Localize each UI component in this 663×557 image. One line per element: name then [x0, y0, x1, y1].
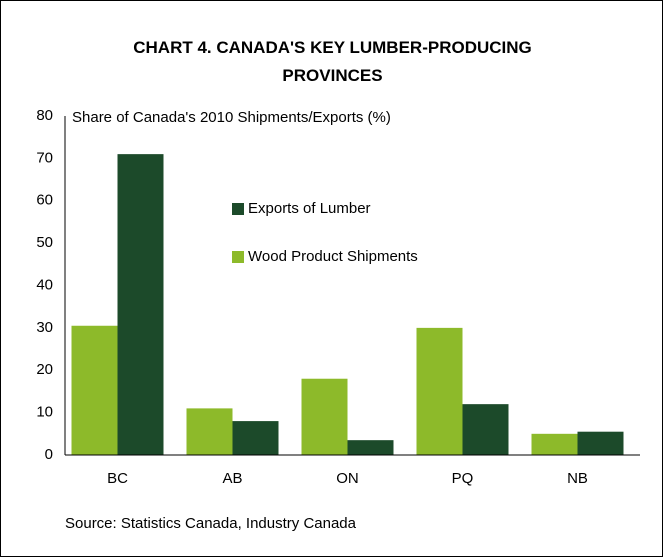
bar [186, 408, 233, 455]
legend-label: Wood Product Shipments [248, 248, 418, 265]
y-tick-label: 70 [36, 149, 53, 166]
bar [462, 404, 509, 455]
y-tick-label: 20 [36, 361, 53, 378]
legend-label: Exports of Lumber [248, 200, 371, 217]
bar [232, 421, 279, 455]
bar [347, 440, 394, 455]
bar [531, 433, 578, 455]
y-tick-label: 80 [36, 107, 53, 124]
y-tick-label: 60 [36, 192, 53, 209]
y-tick-label: 10 [36, 404, 53, 421]
legend-swatch [232, 251, 244, 263]
x-tick-label: PQ [452, 470, 474, 487]
x-tick-label: BC [107, 470, 128, 487]
bar [301, 378, 348, 455]
source-note: Source: Statistics Canada, Industry Cana… [65, 515, 357, 532]
y-tick-label: 30 [36, 319, 53, 336]
bar [416, 327, 463, 455]
legend-swatch [232, 203, 244, 215]
x-tick-label: NB [567, 470, 588, 487]
y-axis-label: Share of Canada's 2010 Shipments/Exports… [72, 109, 391, 126]
chart-title: CHART 4. CANADA'S KEY LUMBER-PRODUCING P… [133, 38, 532, 85]
y-tick-label: 40 [36, 276, 53, 293]
bar [577, 431, 624, 455]
bar [71, 325, 118, 455]
x-tick-label: AB [222, 470, 242, 487]
y-tick-label: 0 [45, 446, 53, 463]
x-tick-label: ON [336, 470, 359, 487]
y-tick-label: 50 [36, 234, 53, 251]
bar [117, 154, 164, 455]
